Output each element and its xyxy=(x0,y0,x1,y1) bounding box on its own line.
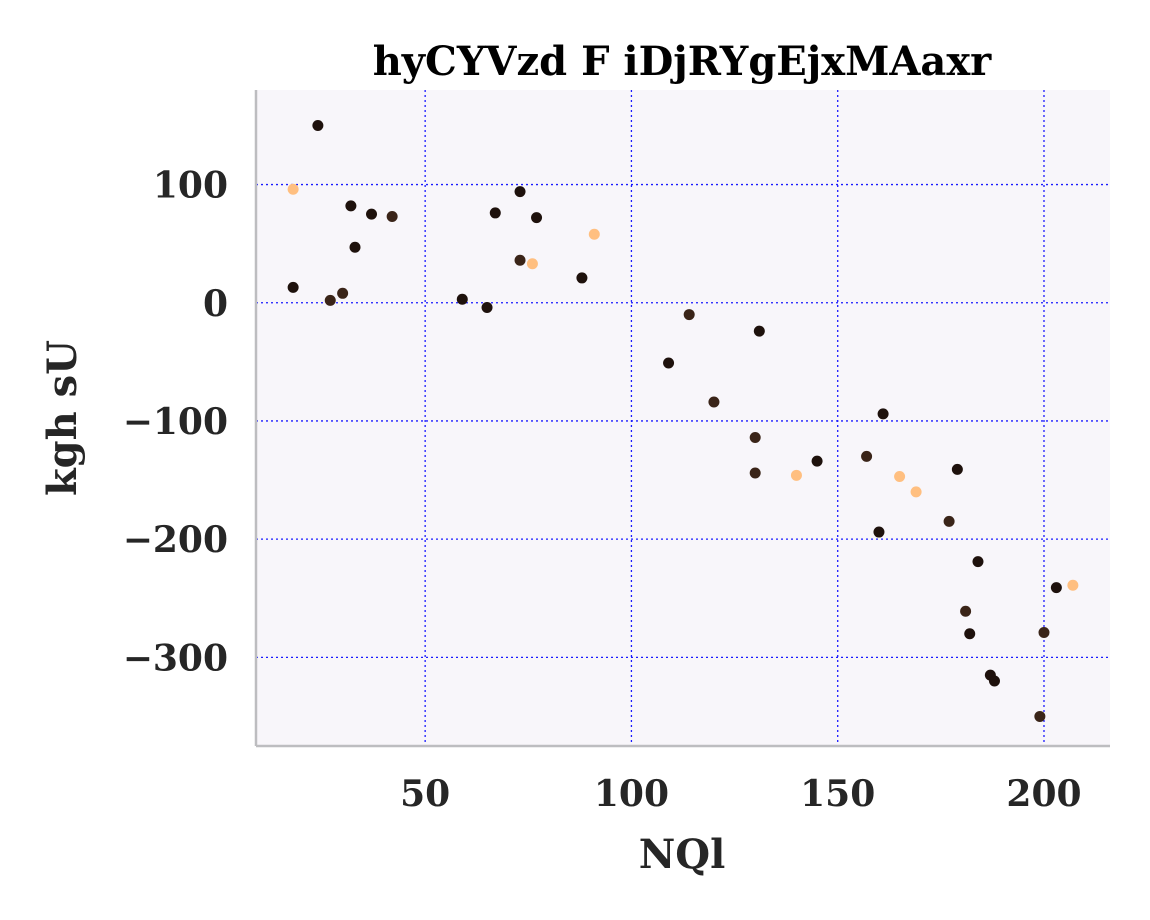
plot-area xyxy=(256,90,1110,746)
x-tick-label: 150 xyxy=(800,773,875,815)
data-point xyxy=(988,675,1000,687)
y-tick-labels: 100 0 −100 −200 −300 xyxy=(123,165,228,680)
y-tick-label: −100 xyxy=(123,401,228,443)
data-point xyxy=(526,258,538,270)
data-point xyxy=(877,408,889,420)
data-point xyxy=(894,471,906,483)
data-point xyxy=(663,357,675,369)
data-point xyxy=(349,241,361,253)
data-point xyxy=(324,294,336,306)
y-axis-label: kgh sU xyxy=(39,340,86,496)
x-axis-label: NQl xyxy=(639,831,726,878)
data-point xyxy=(366,208,378,220)
x-tick-label: 50 xyxy=(400,773,450,815)
data-point xyxy=(312,119,324,131)
data-point xyxy=(910,486,922,498)
data-point xyxy=(749,432,761,444)
x-tick-labels: 50 100 150 200 xyxy=(400,773,1081,815)
data-point xyxy=(943,515,955,527)
data-point xyxy=(337,287,349,299)
y-tick-label: 0 xyxy=(203,283,228,325)
data-point xyxy=(683,309,695,321)
data-point xyxy=(514,254,526,266)
data-point xyxy=(1050,582,1062,594)
data-point xyxy=(861,450,873,462)
data-point xyxy=(790,469,802,481)
data-point xyxy=(588,228,600,240)
data-point xyxy=(951,463,963,475)
data-point xyxy=(972,556,984,568)
data-point xyxy=(708,396,720,408)
data-point xyxy=(287,183,299,195)
data-point xyxy=(1034,710,1046,722)
data-point xyxy=(287,281,299,293)
data-point xyxy=(456,293,468,305)
data-point xyxy=(753,325,765,337)
data-point xyxy=(531,212,543,224)
data-point xyxy=(1038,627,1050,639)
data-point xyxy=(749,467,761,479)
data-point xyxy=(489,207,501,219)
data-point xyxy=(873,526,885,538)
y-tick-label: −300 xyxy=(123,637,228,679)
data-point xyxy=(481,301,493,313)
data-point xyxy=(811,455,823,467)
x-tick-label: 200 xyxy=(1006,773,1081,815)
data-point xyxy=(345,200,357,212)
data-point xyxy=(1067,579,1079,591)
x-tick-label: 100 xyxy=(594,773,669,815)
data-point xyxy=(960,605,972,617)
chart-title: hyCYVzd F iDjRYgEjxMAaxr xyxy=(373,38,992,85)
data-point xyxy=(576,272,588,284)
data-point xyxy=(386,210,398,222)
data-point xyxy=(514,186,526,198)
y-tick-label: 100 xyxy=(153,165,228,207)
data-points xyxy=(287,119,1079,722)
data-point xyxy=(964,628,976,640)
y-tick-label: −200 xyxy=(123,519,228,561)
